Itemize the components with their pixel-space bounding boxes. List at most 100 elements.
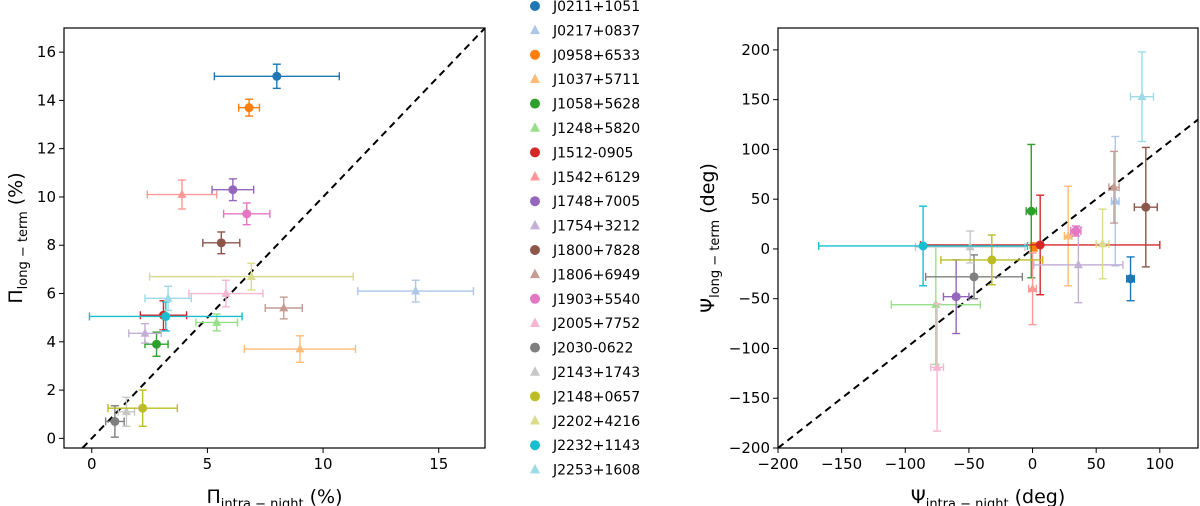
y-tick-label: −150 [729,389,770,407]
marker-j0211-1051 [272,71,282,81]
point-j1748-7005 [942,259,970,335]
marker-j2030-0622 [969,272,979,282]
point-j2005-7752 [930,302,945,432]
legend-marker [530,122,540,132]
point-j2030-0622 [924,254,1024,300]
legend-item-j0211-1051: J0211+1051 [530,0,640,15]
x-axis-label: Πintra − night (%) [206,486,342,506]
y-tick-label: 2 [46,381,56,399]
x-tick-label: 0 [1028,455,1038,473]
marker-j0217-0837 [1110,196,1120,205]
y-axis-label: Ψlong − term (deg) [697,163,723,313]
legend-label: J2232+1143 [552,438,640,454]
x-tick-label: −50 [953,455,985,473]
marker-j1542-6129 [1028,283,1038,293]
marker-j0217-0837 [411,285,421,295]
legend-item-j2005-7752: J2005+7752 [530,316,640,332]
y-tick-label: −100 [729,339,770,357]
point-j1806-6949 [1108,150,1120,224]
marker-j2148-0657 [987,255,997,265]
x-tick-label: 15 [429,455,448,473]
x-tick-label: 100 [1145,455,1174,473]
marker-j1800-7828 [1141,202,1151,212]
x-tick-label: −150 [821,455,862,473]
legend-item-j1248-5820: J1248+5820 [530,121,640,137]
legend-label: J2148+0657 [552,389,640,405]
y-axis-label: Πlong − term (%) [5,172,31,303]
plot-frame [63,27,486,449]
x-tick-label: −200 [757,455,798,473]
left-scatter-plot: 0 5 10 15 0 2 4 6 8 10 12 14 16 Πintra − night (%) Πlo… [5,27,486,506]
legend-marker [530,49,540,60]
x-tick-label: 50 [1087,455,1106,473]
legend-marker [530,317,540,327]
legend-item-j2253-1608: J2253+1608 [530,463,640,479]
marker-j1903-5540 [1071,226,1081,236]
legend-label: J1542+6129 [552,170,640,186]
x-tick-label: 0 [87,455,97,473]
x-tick-label: 5 [203,455,213,473]
legend-label: J2030-0622 [552,341,633,357]
point-j1058-5628 [144,331,169,357]
legend-label: J1512-0905 [552,145,633,161]
legend-marker [530,440,540,451]
marker-j0958-6533 [244,103,254,113]
legend-marker [530,1,540,11]
right-scatter-plot: −200 −150 −100 −50 0 50 100 −200 −150 −100 −50 0 50 1… [697,27,1199,506]
marker-j0211-1051 [1126,274,1136,284]
y-tick-label: 50 [751,190,770,208]
point-j0211-1051 [213,63,340,90]
marker-j1748-7005 [228,185,238,195]
marker-j2005-7752 [932,362,942,371]
marker-j1748-7005 [951,292,961,302]
marker-j1806-6949 [1109,182,1119,191]
y-tick-label: −200 [729,439,770,457]
point-j0958-6533 [237,98,261,117]
legend-item-j2030-0622: J2030-0622 [530,341,633,357]
legend-item-j1512-0905: J1512-0905 [530,145,633,161]
legend-item-j1903-5540: J1903+5540 [530,292,640,308]
point-j2005-7752 [188,279,264,308]
y-tick-label: 16 [37,43,56,61]
legend-item-j0217-0837: J0217+0837 [530,23,640,39]
marker-j1806-6949 [279,302,289,312]
legend-marker [530,98,540,109]
marker-j2030-0622 [110,416,120,426]
point-j1748-7005 [211,178,255,202]
legend-label: J2202+4216 [552,414,640,430]
point-j1903-5540 [1070,225,1082,237]
y-tick-label: 10 [37,188,56,206]
legend-label: J2005+7752 [552,316,640,332]
legend-marker [530,245,540,255]
y-tick-label: 0 [46,429,56,447]
point-j1806-6949 [264,296,303,320]
legend-label: J1248+5820 [552,121,640,137]
marker-j2253-1608 [163,293,173,302]
identity-reference-line [81,28,485,448]
marker-j2202-4216 [1098,238,1108,248]
point-j1903-5540 [222,202,271,226]
marker-j1058-5628 [152,339,162,349]
point-j0217-0837 [1110,135,1120,267]
y-tick-label: 0 [760,240,770,258]
legend-marker [530,73,540,83]
legend-marker [530,24,540,35]
legend-item-j1806-6949: J1806+6949 [530,267,640,283]
point-j2030-0622 [104,405,125,438]
legend-label: J1800+7828 [552,243,640,259]
legend-item-j2202-4216: J2202+4216 [530,414,640,430]
point-j1058-5628 [1025,143,1038,279]
marker-j1248-5820 [212,317,222,326]
point-j2253-1608 [144,285,192,312]
point-j1754-3212 [128,322,162,344]
marker-j2143-1743 [121,406,131,416]
y-tick-label: 6 [46,285,56,303]
legend-item-j2232-1143: J2232+1143 [530,438,640,454]
point-j2148-0657 [940,234,1044,286]
point-j1542-6129 [146,179,218,210]
legend-label: J1058+5628 [552,97,640,113]
legend-marker [530,391,540,402]
legend-marker [530,196,540,207]
point-j2232-1143 [818,205,1029,287]
